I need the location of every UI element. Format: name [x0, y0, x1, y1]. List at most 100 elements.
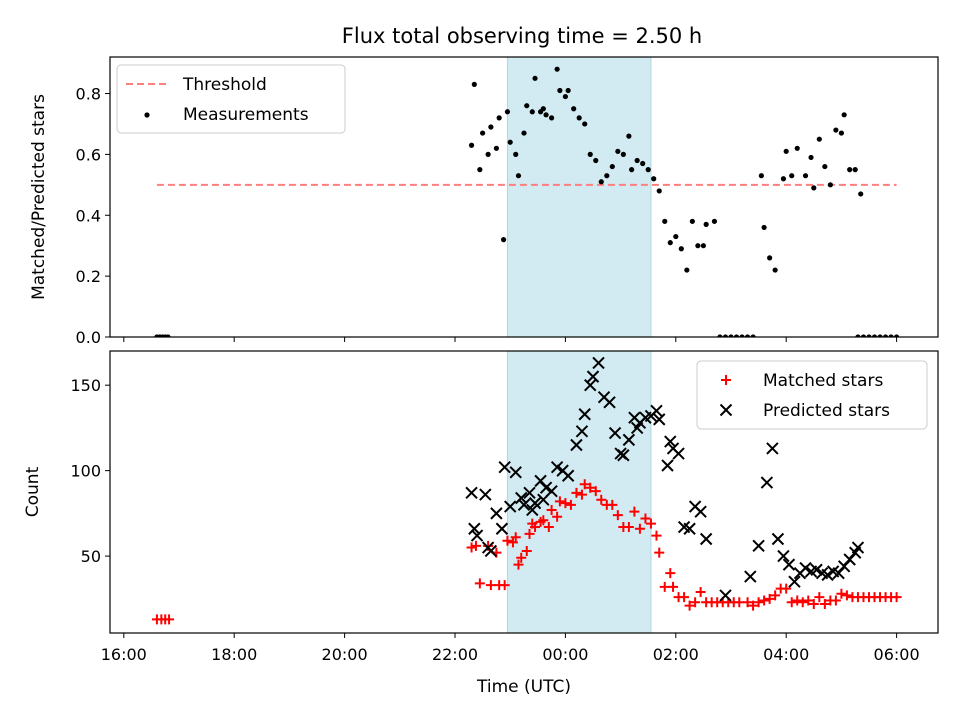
measurement-point	[860, 334, 867, 337]
predicted-star-point	[608, 426, 622, 440]
measurement-point	[780, 176, 787, 182]
measurement-point	[847, 167, 853, 173]
predicted-star-point	[584, 378, 597, 392]
predicted-star-point	[617, 449, 630, 462]
predicted-star-point	[523, 486, 536, 500]
legend: Threshold Measurements	[116, 64, 346, 134]
matched-star-point	[579, 479, 590, 490]
measurement-point	[582, 121, 588, 127]
matched-star-point	[466, 542, 477, 553]
predicted-star-point	[495, 522, 509, 535]
matched-star-point	[538, 515, 549, 526]
matched-star-point	[891, 592, 902, 603]
measurement-point	[604, 173, 610, 179]
measurement-point	[783, 148, 789, 154]
x-tick-label: 18:00	[211, 645, 257, 664]
measurement-point	[711, 218, 718, 224]
measurement-point	[488, 124, 494, 130]
predicted-star-point	[592, 356, 605, 370]
matched-star-point	[530, 522, 541, 533]
measurement-point	[667, 240, 673, 246]
x-tick-label: 06:00	[874, 645, 920, 664]
matched-star-point	[665, 568, 676, 579]
measurement-point	[728, 334, 734, 337]
predicted-star-point	[766, 442, 779, 455]
predicted-star-point	[515, 491, 528, 505]
measurement-point	[626, 133, 632, 139]
measurement-point	[739, 334, 745, 337]
predicted-star-point	[570, 438, 583, 452]
predicted-star-point	[528, 496, 542, 510]
matched-star-point	[513, 559, 524, 570]
measurement-point	[504, 109, 511, 115]
predicted-star-point	[672, 447, 685, 460]
y-tick-label: 0.2	[76, 267, 101, 286]
y-axis-label: Count	[23, 466, 43, 517]
matched-star-point	[629, 506, 640, 517]
measurement-point	[882, 334, 889, 337]
measurement-point	[645, 167, 651, 173]
legend-measurement-swatch	[144, 112, 150, 118]
measurement-point	[750, 334, 756, 337]
axes-frame	[109, 350, 939, 634]
measurement-point	[678, 246, 684, 252]
y-tick-label: 0.0	[76, 328, 101, 347]
measurement-point	[587, 151, 593, 157]
matched-star-point	[645, 518, 656, 529]
measurement-point	[634, 157, 640, 164]
predicted-star-point	[468, 522, 481, 535]
matched-star-point	[836, 588, 847, 599]
matched-star-point	[654, 547, 665, 558]
matched-star-point	[792, 595, 803, 606]
predicted-star-point	[586, 370, 600, 383]
legend: Matched stars Predicted stars	[696, 360, 928, 430]
matched-star-point	[623, 522, 634, 533]
measurement-point	[852, 167, 858, 173]
predicted-star-point	[470, 529, 484, 542]
measurement-point	[700, 243, 707, 249]
predicted-star-point	[694, 505, 707, 518]
predicted-star-point	[545, 484, 558, 498]
measurement-point	[733, 334, 740, 337]
observing-span	[506, 57, 652, 337]
predicted-star-point	[664, 435, 677, 448]
legend-matched-label: Matched stars	[763, 371, 883, 391]
ratio-panel: 0.0 0.2 0.4 0.6 0.8 Matched/Predicted stars Th…	[29, 56, 939, 347]
measurement-point	[744, 334, 751, 337]
predicted-star-point	[771, 532, 785, 546]
predicted-star-point	[578, 408, 591, 421]
measurement-point	[802, 173, 809, 179]
matched-star-point	[759, 595, 770, 606]
predicted-star-point	[653, 413, 666, 426]
matched-star-point	[634, 523, 645, 534]
matched-star-point	[814, 592, 825, 603]
matched-star-point	[612, 510, 623, 521]
predicted-star-point	[650, 404, 663, 418]
measurement-point	[656, 188, 662, 194]
measurement-point	[684, 267, 690, 273]
measurement-point	[651, 176, 657, 182]
matched-star-point	[516, 552, 527, 563]
matched-star-point	[560, 498, 571, 509]
legend-measurement-label: Measurements	[183, 105, 309, 125]
predicted-star-point	[752, 539, 765, 553]
measurement-point	[515, 173, 522, 179]
y-tick-label: 0.4	[76, 206, 101, 225]
predicted-star-point	[490, 507, 503, 520]
legend-frame	[696, 360, 928, 430]
matched-star-point	[695, 586, 706, 597]
measurement-point	[593, 157, 599, 164]
measurement-point	[894, 334, 900, 337]
measurement-point	[640, 160, 646, 167]
matched-star-point	[830, 595, 841, 606]
x-tick-label: 00:00	[542, 645, 588, 664]
measurement-point	[609, 163, 615, 170]
x-tick-label: 16:00	[101, 645, 147, 664]
matched-star-point	[679, 592, 690, 603]
x-tick-label: 20:00	[322, 645, 368, 664]
measurement-point	[811, 185, 817, 191]
measurement-point	[767, 255, 773, 261]
predicted-star-point	[699, 532, 713, 546]
predicted-star-point	[465, 486, 478, 500]
